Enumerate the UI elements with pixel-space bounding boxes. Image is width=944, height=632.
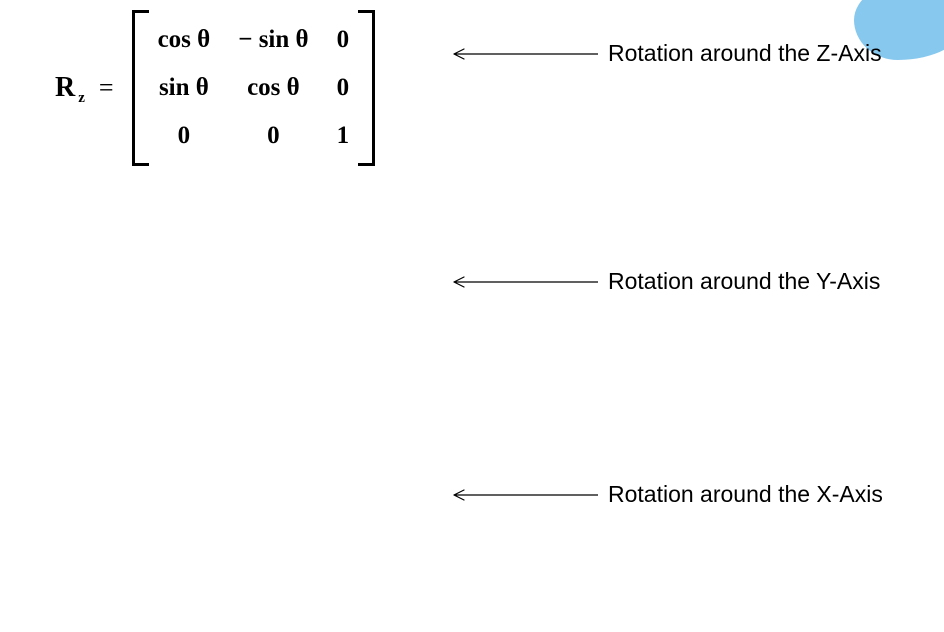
left-bracket bbox=[132, 10, 140, 166]
matrix-cell: 0 bbox=[337, 74, 350, 102]
arrow-left-icon bbox=[452, 487, 598, 503]
matrix-cell: cos θ bbox=[158, 26, 211, 54]
matrix-cell: − sin θ bbox=[238, 26, 308, 54]
arrow-left-icon bbox=[452, 274, 598, 290]
matrix-lhs: R z = bbox=[55, 72, 122, 104]
arrow-label-text: Rotation around the X-Axis bbox=[608, 481, 883, 508]
matrix-cell: 0 bbox=[267, 122, 280, 150]
equals-sign: = bbox=[99, 73, 114, 103]
rotation-matrix-equation: R z = cos θ − sin θ 0 sin θ cos θ 0 0 0 1 bbox=[55, 10, 375, 166]
matrix-symbol: R bbox=[55, 72, 75, 104]
arrow-label-y: Rotation around the Y-Axis bbox=[452, 268, 880, 295]
matrix-cell: sin θ bbox=[159, 74, 209, 102]
matrix-cell: 1 bbox=[337, 122, 350, 150]
right-bracket bbox=[367, 10, 375, 166]
arrow-left-icon bbox=[452, 46, 598, 62]
matrix-cell: 0 bbox=[337, 26, 350, 54]
matrix-cell: 0 bbox=[178, 122, 191, 150]
arrow-label-z: Rotation around the Z-Axis bbox=[452, 40, 882, 67]
matrix-grid: cos θ − sin θ 0 sin θ cos θ 0 0 0 1 bbox=[140, 10, 368, 166]
arrow-label-x: Rotation around the X-Axis bbox=[452, 481, 883, 508]
arrow-label-text: Rotation around the Y-Axis bbox=[608, 268, 880, 295]
arrow-label-text: Rotation around the Z-Axis bbox=[608, 40, 882, 67]
matrix-cell: cos θ bbox=[247, 74, 300, 102]
matrix-subscript: z bbox=[78, 90, 85, 107]
